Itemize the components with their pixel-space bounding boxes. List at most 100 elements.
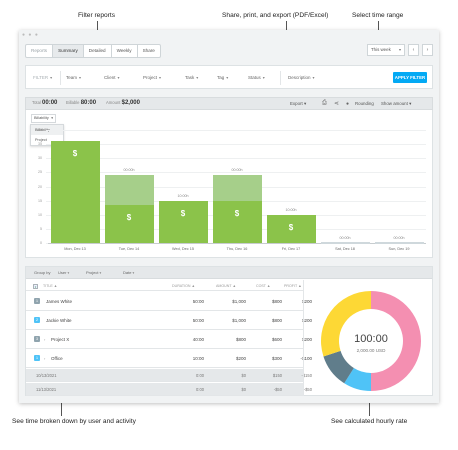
time-range-select[interactable]: This week ▾: [367, 44, 405, 56]
print-icon[interactable]: ⎙: [322, 100, 327, 106]
row-title: Office: [51, 356, 63, 361]
donut-segment[interactable]: [323, 350, 354, 384]
table-row[interactable]: 1 James White 50:00 $1,000 $800 $200: [26, 293, 312, 311]
divider: [303, 280, 304, 396]
filter-tag-label: Tag: [217, 75, 225, 80]
donut-segment[interactable]: [344, 368, 371, 391]
bar-segment-nonbillable: [212, 175, 262, 201]
row-cost: $800: [271, 318, 282, 323]
bar-segment-billable: $: [104, 204, 154, 243]
th-cost[interactable]: COST ▲: [256, 284, 271, 288]
export-button[interactable]: Export ▾: [290, 101, 306, 107]
subrow-date: 11/13/2021: [36, 387, 57, 392]
time-range-value: This week: [371, 47, 391, 52]
rounding-toggle-icon[interactable]: ●: [346, 101, 350, 107]
y-tick-label: 15: [38, 198, 42, 203]
row-profit: $200: [301, 318, 312, 323]
tab-weekly[interactable]: Weekly: [112, 45, 138, 57]
y-tick-label: 10: [38, 212, 42, 217]
donut-amount: 2,000.00 USD: [356, 348, 386, 353]
th-duration[interactable]: DURATION ▲: [172, 284, 196, 288]
table-subrow[interactable]: 11/13/2021 0:00 $0 -$50 -$50: [26, 383, 312, 396]
chart-bar[interactable]: $: [212, 175, 262, 243]
group-by-project[interactable]: Project▾: [86, 270, 101, 275]
bar-segment-billable: $: [212, 200, 262, 243]
th-profit[interactable]: PROFIT ▲: [284, 284, 302, 288]
show-amount-select[interactable]: Show amount ▾: [381, 101, 411, 107]
row-cost: $300: [271, 356, 282, 361]
option-project[interactable]: Project: [35, 138, 47, 142]
subrow-profit: -$50: [303, 387, 312, 392]
row-amount: $1,000: [232, 299, 246, 304]
table-row[interactable]: 3 › Project X 40:00 $800 $600 $200: [26, 331, 312, 349]
filter-description-label: Description: [288, 75, 311, 80]
filter-task[interactable]: Task ▾: [185, 75, 198, 80]
chevron-down-icon: ▾: [303, 101, 307, 106]
chevron-down-icon: ▾: [312, 76, 315, 80]
tab-share[interactable]: Share: [142, 48, 155, 53]
y-tick-label: 20: [38, 184, 42, 189]
checkbox-icon[interactable]: ▾: [33, 284, 38, 289]
th-amount[interactable]: AMOUNT ▲: [216, 284, 237, 288]
apply-filter-button[interactable]: APPLY FILTER: [393, 72, 427, 83]
filter-team[interactable]: Team ▾: [66, 75, 81, 80]
chart-bar[interactable]: $: [158, 200, 208, 243]
tab-detailed[interactable]: Detailed: [84, 45, 112, 57]
show-amount-label: Show amount: [381, 101, 408, 106]
filter-tag[interactable]: Tag ▾: [217, 75, 228, 80]
chevron-right-icon[interactable]: ›: [44, 337, 46, 342]
filter-description[interactable]: Description ▾: [288, 75, 314, 80]
x-tick-label: Sat, Dec 18: [335, 247, 355, 251]
row-amount: $1,000: [232, 318, 246, 323]
chart-bar[interactable]: $: [266, 214, 316, 243]
x-axis: [48, 243, 426, 244]
donut-chart: 100:00 2,000.00 USD: [311, 289, 431, 393]
table-row[interactable]: 2 Jackie White 50:00 $1,000 $800 $200: [26, 312, 312, 330]
tab-reports[interactable]: Reports: [26, 45, 54, 57]
rounding-label: Rounding: [355, 101, 374, 106]
billability-select-value: Billability: [34, 116, 49, 120]
chart-bar[interactable]: $: [50, 141, 100, 243]
table-row[interactable]: 1 › Office 10:00 $200 $300 -$100: [26, 350, 312, 368]
prev-range-button[interactable]: ‹: [408, 44, 419, 56]
table-subrow[interactable]: 10/13/2021 0:00 $0 $150 -$150: [26, 369, 312, 382]
row-title: James White: [46, 299, 73, 304]
next-range-button[interactable]: ›: [422, 44, 433, 56]
row-duration: 50:00: [192, 318, 204, 323]
callout-filter-reports: Filter reports: [78, 12, 116, 19]
group-by-user-label: User: [58, 270, 67, 275]
chevron-down-icon: ▾: [262, 76, 265, 80]
donut-segment[interactable]: [321, 291, 371, 357]
dollar-icon: $: [72, 149, 78, 159]
subrow-cost: $150: [272, 373, 282, 378]
chart-bar[interactable]: $: [104, 175, 154, 243]
total-value: 00:00: [42, 100, 58, 106]
chevron-down-icon[interactable]: ›: [44, 356, 46, 361]
tab-summary[interactable]: Summary: [53, 45, 84, 57]
filter-team-label: Team: [66, 75, 78, 80]
row-amount: $200: [235, 356, 246, 361]
group-by-user[interactable]: User▾: [58, 270, 69, 275]
billability-select[interactable]: Billability ▾: [31, 114, 56, 123]
group-by-date[interactable]: Date▾: [123, 270, 134, 275]
chart-bar[interactable]: [374, 242, 424, 244]
filter-status[interactable]: Status ▾: [248, 75, 265, 80]
donut-segment[interactable]: [371, 291, 421, 391]
x-tick-label: Thu, Dec 16: [226, 247, 248, 251]
filter-project[interactable]: Project ▾: [143, 75, 161, 80]
row-badge: 2: [34, 317, 40, 323]
chart-bar[interactable]: [320, 242, 370, 244]
share-icon[interactable]: ⋖: [334, 101, 340, 107]
row-title: Project X: [51, 337, 70, 342]
callout-range: Select time range: [352, 12, 404, 19]
donut-svg: [321, 291, 421, 391]
th-title[interactable]: TITLE ▲: [43, 284, 58, 288]
filter-task-label: Task: [185, 75, 195, 80]
filter-label[interactable]: FILTER ▾: [33, 75, 52, 80]
subrow-duration: 0:00: [196, 387, 204, 392]
callout-rate: See calculated hourly rate: [331, 418, 408, 425]
total-label: Total: [32, 100, 41, 105]
divider: [60, 71, 61, 85]
y-tick-label: 40: [38, 128, 42, 132]
filter-client[interactable]: Client ▾: [104, 75, 119, 80]
